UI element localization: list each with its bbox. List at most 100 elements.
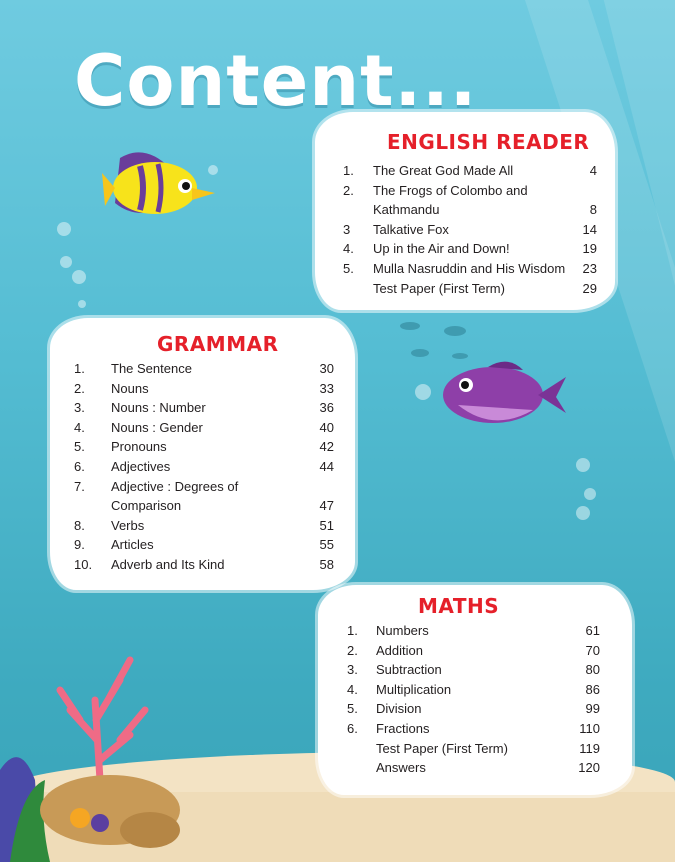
entry-title: Nouns : Gender xyxy=(111,419,203,435)
entry-page: 119 xyxy=(579,740,600,756)
toc-entry: 5. Division 99 xyxy=(347,699,600,719)
toc-entry: 2. The Frogs of Colombo and xyxy=(343,181,597,201)
bubble xyxy=(72,270,86,284)
entry-title: The Frogs of Colombo and xyxy=(373,182,528,198)
entry-page: 33 xyxy=(319,380,334,396)
entry-title: Numbers xyxy=(376,623,429,638)
entry-number: 6. xyxy=(74,458,85,474)
small-fish-icon xyxy=(400,322,468,359)
entry-page: 19 xyxy=(582,241,597,257)
entry-number: 9. xyxy=(74,537,85,553)
toc-entry: 8. Verbs 51 xyxy=(74,516,334,536)
entry-page: 61 xyxy=(585,623,600,638)
section-heading: ENGLISH READER xyxy=(387,130,590,154)
toc-entry: Comparison 47 xyxy=(74,496,334,516)
toc-entry: 3. Subtraction 80 xyxy=(347,660,600,680)
toc-entry: 5. Pronouns 42 xyxy=(74,437,334,457)
entry-number: 5. xyxy=(343,260,354,276)
toc-entry: 1. Numbers 61 xyxy=(347,621,600,641)
entry-number: 2. xyxy=(347,642,358,658)
toc-entry: 1. The Great God Made All 4 xyxy=(343,161,597,181)
entry-number: 5. xyxy=(74,439,85,455)
entry-title: Division xyxy=(376,701,422,717)
entry-title: Fractions xyxy=(376,720,430,736)
entry-page: 86 xyxy=(585,681,600,697)
english-reader-list: 1. The Great God Made All 4 2. The Frogs of … xyxy=(343,161,597,298)
entry-number: 3. xyxy=(347,662,358,678)
entry-page: 36 xyxy=(319,400,334,416)
entry-title: Mulla Nasruddin and His Wisdom xyxy=(373,260,566,276)
entry-number: 2. xyxy=(343,182,354,198)
entry-number: 4. xyxy=(343,241,354,257)
entry-title: Answers xyxy=(376,760,426,776)
entry-page: 80 xyxy=(585,662,600,678)
entry-page: 47 xyxy=(319,498,334,514)
bubble xyxy=(576,506,590,520)
toc-entry: 4. Up in the Air and Down! 19 xyxy=(343,239,597,259)
entry-page: 55 xyxy=(319,537,334,553)
toc-entry: 1. The Sentence 30 xyxy=(74,359,334,379)
entry-title: Verbs xyxy=(111,517,145,533)
english-reader-panel: ENGLISH READER 1. The Great God Made All 4… xyxy=(315,112,615,310)
entry-number: 1. xyxy=(347,623,358,638)
maths-panel: MATHS 1. Numbers 61 2. Addition 70 3. Subtracti… xyxy=(318,585,632,795)
toc-entry: Kathmandu 8 xyxy=(343,200,597,220)
maths-list: 1. Numbers 61 2. Addition 70 3. Subtraction 80 4.… xyxy=(347,621,600,778)
entry-title: Nouns xyxy=(111,380,149,396)
toc-entry: 6. Adjectives 44 xyxy=(74,457,334,477)
entry-page: 23 xyxy=(582,260,597,276)
toc-entry: 5. Mulla Nasruddin and His Wisdom 23 xyxy=(343,259,597,279)
section-heading: MATHS xyxy=(418,594,500,618)
entry-title: Subtraction xyxy=(376,662,442,678)
bubble xyxy=(576,458,590,472)
entry-page: 42 xyxy=(319,439,334,455)
entry-title: Articles xyxy=(111,537,154,553)
entry-title: Test Paper (First Term) xyxy=(376,740,508,756)
entry-page: 40 xyxy=(319,419,334,435)
entry-title: Nouns : Number xyxy=(111,400,206,416)
bubble xyxy=(584,488,596,500)
entry-title: Adjective : Degrees of xyxy=(111,478,239,494)
entry-number: 1. xyxy=(74,361,85,376)
toc-entry: 10. Adverb and Its Kind 58 xyxy=(74,555,334,575)
entry-page: 30 xyxy=(319,361,334,376)
toc-entry: Answers 120 xyxy=(347,758,600,778)
entry-page: 8 xyxy=(589,202,597,218)
entry-title: Up in the Air and Down! xyxy=(373,241,510,257)
toc-entry: 2. Nouns 33 xyxy=(74,379,334,399)
entry-page: 58 xyxy=(319,556,334,572)
entry-title: Comparison xyxy=(111,498,182,514)
section-heading: GRAMMAR xyxy=(157,332,279,356)
purple-fish-icon xyxy=(443,361,566,423)
bubble xyxy=(208,165,218,175)
entry-page: 99 xyxy=(585,701,600,717)
toc-entry: Test Paper (First Term) 29 xyxy=(343,279,597,299)
entry-title: Multiplication xyxy=(376,681,452,697)
page-title: Content... xyxy=(74,40,478,122)
entry-page: 4 xyxy=(589,163,597,178)
entry-number: 8. xyxy=(74,517,85,533)
entry-title: Addition xyxy=(376,642,423,658)
toc-entry: 3. Nouns : Number 36 xyxy=(74,398,334,418)
entry-number: 10. xyxy=(74,556,93,572)
entry-page: 120 xyxy=(578,760,600,776)
coral-reef-icon xyxy=(0,656,180,862)
entry-title: Kathmandu xyxy=(373,202,440,218)
entry-title: The Sentence xyxy=(111,361,192,376)
entry-number: 7. xyxy=(74,478,85,494)
grammar-list: 1. The Sentence 30 2. Nouns 33 3. Nouns : Numbe… xyxy=(74,359,334,575)
entry-number: 6. xyxy=(347,720,358,736)
toc-entry: 4. Nouns : Gender 40 xyxy=(74,418,334,438)
entry-title: Talkative Fox xyxy=(373,221,449,237)
toc-entry: Test Paper (First Term) 119 xyxy=(347,739,600,759)
entry-number: 4. xyxy=(347,681,358,697)
entry-number: 2. xyxy=(74,380,85,396)
entry-number: 4. xyxy=(74,419,85,435)
entry-page: 110 xyxy=(579,720,600,736)
entry-page: 70 xyxy=(585,642,600,658)
entry-number: 5. xyxy=(347,701,358,717)
entry-title: Adjectives xyxy=(111,458,171,474)
entry-title: The Great God Made All xyxy=(373,163,514,178)
entry-page: 29 xyxy=(582,280,597,296)
toc-entry: 7. Adjective : Degrees of xyxy=(74,477,334,497)
